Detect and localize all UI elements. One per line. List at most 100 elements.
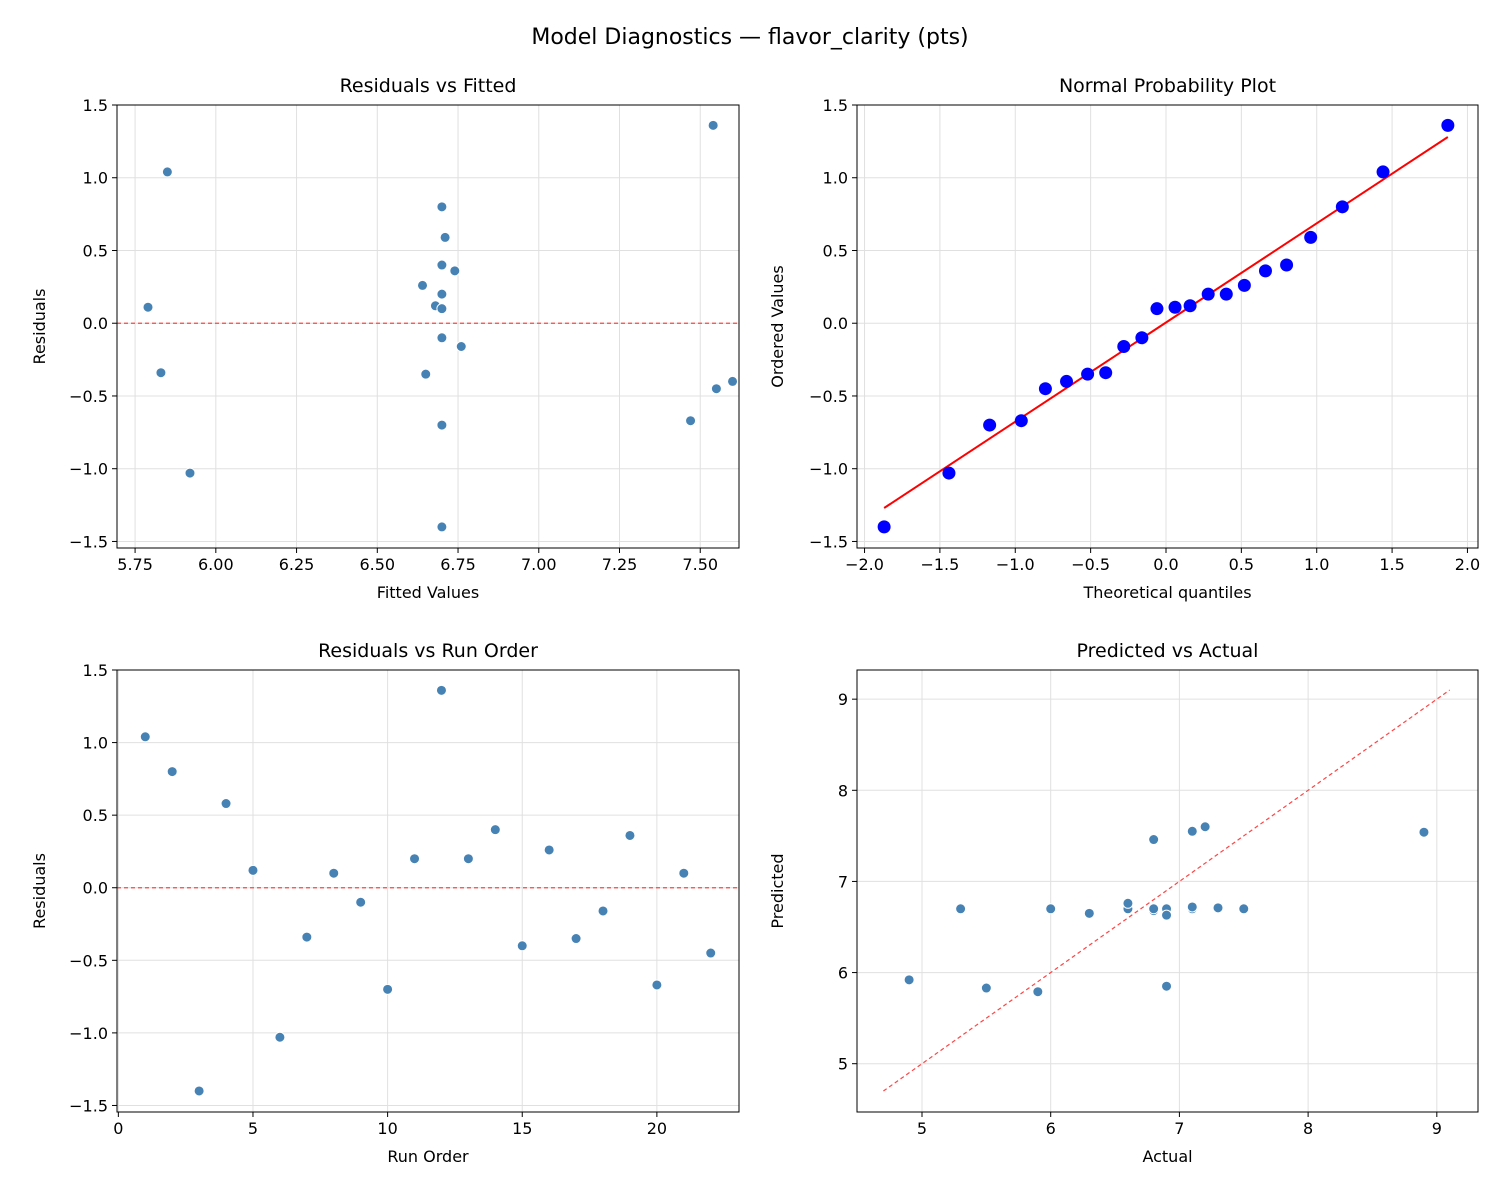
- y-tick-label: 1.5: [83, 661, 108, 680]
- data-point: [1150, 302, 1164, 316]
- x-axis-label: Actual: [1142, 1147, 1192, 1166]
- data-point: [1183, 299, 1197, 313]
- data-point: [543, 844, 555, 856]
- data-point: [436, 332, 448, 344]
- x-tick-label: 5: [248, 1119, 258, 1138]
- data-point: [193, 1085, 205, 1097]
- data-point: [247, 864, 259, 876]
- data-point: [877, 520, 891, 534]
- y-tick-label: 1.0: [83, 734, 108, 753]
- data-point: [436, 521, 448, 533]
- x-tick-label: 5: [917, 1119, 927, 1138]
- axes-frame: [856, 669, 1479, 1113]
- data-point: [436, 259, 448, 271]
- y-tick-label: −1.5: [809, 532, 848, 551]
- data-point: [449, 265, 461, 277]
- data-point: [1201, 287, 1215, 301]
- y-tick-label: 1.0: [83, 169, 108, 188]
- data-point: [1161, 909, 1173, 921]
- y-tick-label: −0.5: [69, 951, 108, 970]
- subplot-title: Normal Probability Plot: [1059, 75, 1276, 97]
- x-tick-label: −0.5: [1071, 555, 1110, 574]
- data-point: [1083, 907, 1095, 919]
- data-point: [1122, 897, 1134, 909]
- data-point: [382, 983, 394, 995]
- data-point: [1081, 367, 1095, 381]
- data-point: [155, 367, 167, 379]
- y-tick-label: −1.0: [809, 460, 848, 479]
- y-tick-label: −1.5: [69, 532, 108, 551]
- data-point: [597, 905, 609, 917]
- subplot-2: −2.0 −1.5 −1.0 −0.5 0.0 0.5 1.0 1.5 2.0 −1.5 −1.0 −…: [768, 75, 1480, 602]
- data-point: [166, 766, 178, 778]
- x-tick-label: 7.50: [682, 555, 718, 574]
- x-tick-label: 7: [1174, 1119, 1184, 1138]
- subplot-title: Predicted vs Actual: [1077, 640, 1259, 662]
- axes-frame: [116, 104, 740, 549]
- x-tick-label: 6.50: [359, 555, 395, 574]
- data-point: [301, 931, 313, 943]
- data-point: [1014, 414, 1028, 428]
- data-point: [417, 279, 429, 291]
- data-point: [436, 303, 448, 315]
- data-point: [355, 896, 367, 908]
- data-point: [705, 947, 717, 959]
- axes-frame: [116, 669, 740, 1113]
- fit-line: [883, 136, 1449, 509]
- data-point: [651, 979, 663, 991]
- data-point: [1135, 331, 1149, 345]
- y-tick-label: 8: [838, 781, 848, 800]
- y-axis-label: Ordered Values: [768, 265, 787, 387]
- x-tick-label: 8: [1303, 1119, 1313, 1138]
- data-point: [1237, 278, 1251, 292]
- data-point: [710, 383, 722, 395]
- subplot-title: Residuals vs Fitted: [340, 75, 517, 97]
- y-tick-label: 7: [838, 872, 848, 891]
- data-point: [436, 201, 448, 213]
- subplot-1: 5.75 6.00 6.25 6.50 6.75 7.00 7.25 7.50 −1.5 −1.0…: [30, 75, 740, 602]
- x-tick-label: 0.5: [1229, 555, 1254, 574]
- data-point: [1038, 382, 1052, 396]
- y-tick-label: 5: [838, 1055, 848, 1074]
- x-tick-label: 7.25: [602, 555, 638, 574]
- x-tick-label: −1.0: [996, 555, 1035, 574]
- data-point: [489, 824, 501, 836]
- y-tick-label: 6: [838, 964, 848, 983]
- data-point: [1148, 834, 1160, 846]
- x-tick-label: 0: [113, 1119, 123, 1138]
- data-point: [455, 341, 467, 353]
- subplot-3: 0 5 10 15 20 −1.5 −1.0 −0.5 0.0 0.5 1.0 1.5 Residual…: [30, 640, 740, 1166]
- y-tick-label: 0.0: [83, 314, 108, 333]
- data-point: [1418, 826, 1430, 838]
- data-point: [678, 867, 690, 879]
- identity-reference-line: [883, 689, 1451, 1092]
- data-point: [1199, 821, 1211, 833]
- data-point: [570, 933, 582, 945]
- data-point: [1186, 825, 1198, 837]
- data-point: [328, 867, 340, 879]
- y-tick-label: 0.0: [823, 314, 848, 333]
- x-tick-label: 7.00: [521, 555, 557, 574]
- data-point: [142, 301, 154, 313]
- data-point: [727, 375, 739, 387]
- y-tick-label: 0.5: [83, 241, 108, 260]
- y-tick-label: −1.0: [69, 1024, 108, 1043]
- x-tick-label: 5.75: [117, 555, 153, 574]
- data-point: [1219, 287, 1233, 301]
- x-tick-label: 6.75: [440, 555, 476, 574]
- data-point: [942, 466, 956, 480]
- data-point: [161, 166, 173, 178]
- data-point: [707, 119, 719, 131]
- y-tick-label: −1.5: [69, 1096, 108, 1115]
- y-tick-label: 1.0: [823, 169, 848, 188]
- axes-frame: [856, 104, 1479, 549]
- data-point: [274, 1031, 286, 1043]
- x-tick-label: 15: [512, 1119, 532, 1138]
- x-tick-label: −2.0: [845, 555, 884, 574]
- data-point: [903, 974, 915, 986]
- data-point: [1304, 230, 1318, 244]
- data-point: [1168, 300, 1182, 314]
- data-point: [980, 982, 992, 994]
- data-point: [1238, 903, 1250, 915]
